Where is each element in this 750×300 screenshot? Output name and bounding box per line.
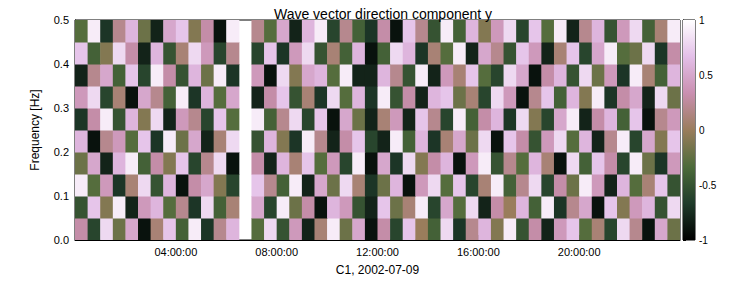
svg-text:Wave vector direction componen: Wave vector direction component y bbox=[274, 6, 492, 22]
svg-text:04:00:00: 04:00:00 bbox=[154, 246, 197, 258]
svg-text:0.1: 0.1 bbox=[54, 190, 69, 202]
svg-text:C1, 2002-07-09: C1, 2002-07-09 bbox=[336, 263, 420, 277]
svg-text:1: 1 bbox=[699, 15, 705, 26]
svg-text:0.4: 0.4 bbox=[54, 58, 69, 70]
svg-text:-0.5: -0.5 bbox=[699, 180, 717, 191]
svg-text:-1: -1 bbox=[699, 235, 708, 246]
svg-text:0.0: 0.0 bbox=[54, 234, 69, 246]
svg-text:16:00:00: 16:00:00 bbox=[457, 246, 500, 258]
svg-text:08:00:00: 08:00:00 bbox=[255, 246, 298, 258]
svg-text:0.2: 0.2 bbox=[54, 146, 69, 158]
svg-text:0: 0 bbox=[699, 125, 705, 136]
svg-text:Frequency [Hz]: Frequency [Hz] bbox=[28, 89, 42, 170]
svg-text:0.5: 0.5 bbox=[699, 70, 713, 81]
svg-text:12:00:00: 12:00:00 bbox=[356, 246, 399, 258]
svg-text:20:00:00: 20:00:00 bbox=[558, 246, 601, 258]
svg-text:0.3: 0.3 bbox=[54, 102, 69, 114]
svg-text:0.5: 0.5 bbox=[54, 14, 69, 26]
